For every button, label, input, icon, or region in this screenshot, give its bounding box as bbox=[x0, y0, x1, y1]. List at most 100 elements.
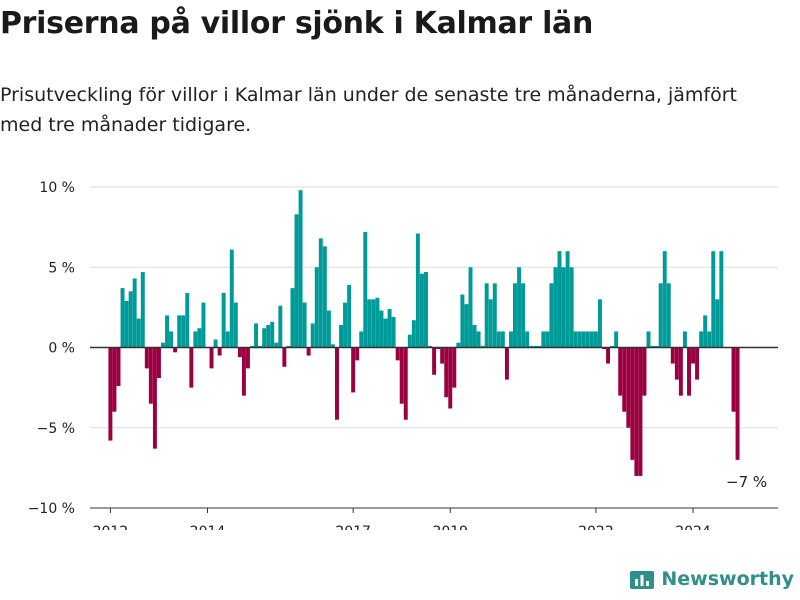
bar bbox=[395, 347, 400, 361]
bar bbox=[189, 347, 194, 388]
bar bbox=[695, 347, 700, 380]
x-tick-label: 2017 bbox=[335, 524, 371, 530]
bar bbox=[193, 331, 198, 348]
bar bbox=[496, 331, 501, 348]
x-tick-label: 2012 bbox=[93, 524, 129, 530]
bar bbox=[674, 347, 679, 380]
bar bbox=[687, 347, 691, 396]
bar bbox=[436, 347, 441, 350]
bar bbox=[343, 302, 348, 348]
bar bbox=[569, 267, 574, 348]
bar bbox=[593, 331, 598, 348]
bar bbox=[468, 267, 473, 348]
chart-title: Priserna på villor sjönk i Kalmar län bbox=[0, 6, 594, 41]
bar bbox=[294, 214, 299, 348]
x-axis: 2012 2014 2017 2019 2022 2024 bbox=[93, 508, 711, 530]
bar bbox=[371, 299, 376, 348]
bar bbox=[411, 320, 416, 348]
bar bbox=[642, 347, 647, 396]
bar bbox=[602, 347, 607, 350]
bar bbox=[508, 331, 513, 348]
bar bbox=[415, 233, 420, 348]
bar bbox=[407, 334, 412, 348]
bar bbox=[545, 331, 550, 348]
bar bbox=[549, 283, 554, 348]
bar bbox=[691, 347, 696, 364]
bar bbox=[488, 299, 493, 348]
bar bbox=[618, 347, 623, 396]
bar bbox=[254, 323, 259, 348]
bar bbox=[448, 347, 453, 409]
bar bbox=[626, 347, 631, 428]
bar bbox=[719, 251, 724, 348]
bar bbox=[318, 238, 323, 348]
bar bbox=[577, 331, 582, 348]
bar bbox=[387, 308, 392, 348]
y-tick-label: 10 % bbox=[39, 180, 75, 196]
bar bbox=[359, 331, 364, 348]
bar bbox=[181, 315, 186, 348]
y-tick-label: −10 % bbox=[28, 501, 75, 517]
y-tick-label: 5 % bbox=[48, 260, 75, 276]
bar bbox=[339, 325, 343, 348]
bar bbox=[132, 278, 137, 348]
bar bbox=[460, 294, 465, 348]
bar bbox=[606, 347, 611, 364]
bar bbox=[302, 302, 307, 348]
bar bbox=[711, 251, 716, 348]
bar bbox=[169, 331, 174, 348]
newsworthy-brand: Newsworthy bbox=[629, 566, 794, 592]
bar bbox=[258, 345, 263, 348]
bar bbox=[565, 251, 570, 348]
bar bbox=[699, 331, 704, 348]
x-tick-label: 2024 bbox=[675, 524, 711, 530]
bar bbox=[355, 347, 360, 361]
bar bbox=[379, 310, 384, 348]
bar bbox=[116, 347, 121, 387]
bar bbox=[347, 284, 352, 348]
bar bbox=[480, 345, 485, 348]
bar bbox=[476, 331, 481, 348]
bar bbox=[140, 272, 145, 348]
bar-chart: −10 % −5 % 0 % 5 % 10 % 2012 2014 2017 2019 2022… bbox=[28, 180, 778, 530]
bar bbox=[351, 347, 356, 393]
bar bbox=[112, 347, 117, 412]
bar bbox=[306, 347, 311, 356]
bar bbox=[585, 331, 590, 348]
bar bbox=[444, 347, 449, 398]
bar bbox=[262, 328, 267, 348]
x-tick-label: 2019 bbox=[432, 524, 468, 530]
bar bbox=[419, 273, 424, 348]
y-axis: −10 % −5 % 0 % 5 % 10 % bbox=[28, 180, 75, 517]
bar bbox=[298, 190, 303, 348]
bar bbox=[221, 292, 226, 348]
bar bbox=[335, 347, 339, 420]
bar bbox=[533, 345, 538, 348]
bar bbox=[707, 331, 712, 348]
bar bbox=[144, 347, 149, 369]
bar bbox=[541, 331, 546, 348]
bar bbox=[213, 339, 218, 348]
bar bbox=[484, 283, 489, 348]
x-tick-label: 2014 bbox=[190, 524, 226, 530]
newsworthy-logo-icon bbox=[630, 571, 655, 589]
brand-name: Newsworthy bbox=[661, 568, 794, 590]
bar bbox=[557, 251, 562, 348]
bar bbox=[229, 249, 234, 348]
bar bbox=[330, 344, 335, 348]
bar bbox=[185, 292, 190, 348]
bar bbox=[286, 345, 291, 348]
bar bbox=[136, 318, 141, 348]
bar bbox=[403, 347, 408, 420]
bar bbox=[622, 347, 627, 412]
bar bbox=[703, 315, 708, 348]
bar bbox=[525, 331, 530, 348]
bar bbox=[266, 325, 271, 348]
bar bbox=[529, 345, 534, 348]
bar bbox=[521, 283, 526, 348]
bar bbox=[152, 347, 157, 449]
bar bbox=[290, 288, 295, 348]
bar bbox=[326, 310, 331, 348]
bars bbox=[108, 190, 740, 476]
bar bbox=[581, 331, 586, 348]
